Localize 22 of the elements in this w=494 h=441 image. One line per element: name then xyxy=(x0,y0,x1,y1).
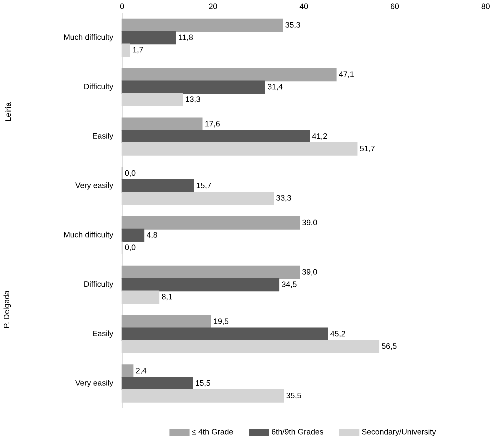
bar xyxy=(122,180,194,193)
bar xyxy=(122,18,284,32)
bar xyxy=(122,328,328,342)
bar xyxy=(122,216,300,230)
bar xyxy=(122,278,280,292)
bar xyxy=(122,118,203,132)
bar xyxy=(122,228,145,242)
bar xyxy=(122,44,130,58)
bar xyxy=(122,340,380,354)
bar xyxy=(122,142,358,156)
bar xyxy=(122,31,176,45)
bar xyxy=(122,364,134,378)
bar xyxy=(122,266,300,280)
bar xyxy=(122,192,274,206)
bar xyxy=(122,68,337,82)
bar xyxy=(122,290,160,304)
bar xyxy=(122,93,184,107)
bar xyxy=(122,130,310,144)
bar xyxy=(122,377,194,390)
bar xyxy=(122,80,266,94)
bar xyxy=(122,315,212,329)
bar xyxy=(122,390,284,403)
